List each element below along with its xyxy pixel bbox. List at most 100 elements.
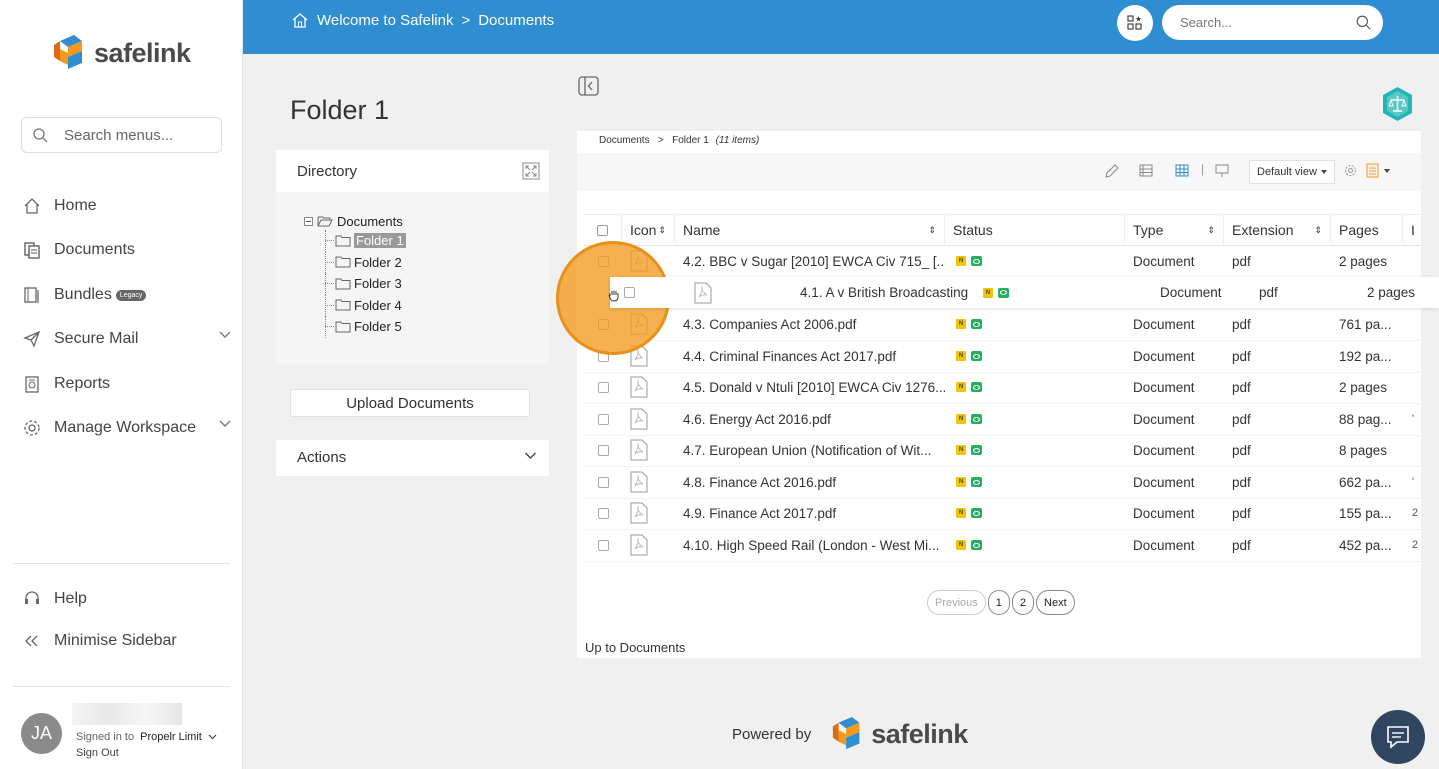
- page-1-button[interactable]: 1: [987, 590, 1010, 615]
- tree-node-folder-4[interactable]: Folder 4: [325, 294, 406, 317]
- home-icon[interactable]: [291, 12, 309, 29]
- tree-node-folder-3[interactable]: Folder 3: [325, 273, 406, 295]
- row-extra: ': [1412, 413, 1415, 426]
- sidebar-item-secure-mail[interactable]: Secure Mail: [22, 327, 232, 351]
- pencil-icon[interactable]: [1104, 164, 1119, 179]
- sidebar-item-bundles[interactable]: Bundles Legacy: [22, 283, 232, 307]
- export-icon[interactable]: [1366, 163, 1392, 179]
- table-row[interactable]: 4.3. Companies Act 2006.pdf N Document pdf 7…: [584, 309, 1421, 341]
- sign-out-link[interactable]: Sign Out: [76, 747, 119, 759]
- row-checkbox[interactable]: [624, 287, 635, 298]
- row-checkbox[interactable]: [598, 444, 609, 456]
- table-row[interactable]: 4.9. Finance Act 2017.pdf N Document pdf 155…: [584, 498, 1421, 530]
- tree-node-documents[interactable]: Documents: [304, 212, 406, 230]
- col-icon[interactable]: Icon ⇕: [622, 215, 675, 245]
- status-badges: N: [956, 256, 982, 267]
- row-name[interactable]: 4.2. BBC v Sugar [2010] EWCA Civ 715_ [.…: [683, 253, 945, 269]
- view-selector[interactable]: Default view: [1249, 160, 1335, 184]
- next-page-button[interactable]: Next: [1036, 590, 1075, 615]
- row-name[interactable]: 4.10. High Speed Rail (London - West Mi.…: [683, 537, 940, 553]
- row-name[interactable]: 4.5. Donald v Ntuli [2010] EWCA Civ 1276…: [683, 379, 945, 395]
- sidebar-item-home[interactable]: Home: [22, 194, 232, 218]
- folder-icon: [335, 299, 351, 311]
- settings-icon[interactable]: [1344, 164, 1357, 177]
- col-pages[interactable]: Pages: [1331, 215, 1403, 245]
- grid-view-icon[interactable]: [1175, 164, 1189, 177]
- sidebar-item-documents[interactable]: Documents: [22, 238, 232, 262]
- row-name[interactable]: 4.4. Criminal Finances Act 2017.pdf: [683, 348, 897, 364]
- tree-node-folder-1[interactable]: Folder 1: [325, 230, 406, 252]
- minimise-sidebar-button[interactable]: Minimise Sidebar: [22, 629, 232, 653]
- col-extra[interactable]: I: [1403, 215, 1421, 245]
- workspace-badge-icon[interactable]: [1381, 86, 1414, 122]
- row-name[interactable]: 4.3. Companies Act 2006.pdf: [683, 316, 857, 332]
- sidebar-divider: [12, 563, 230, 564]
- select-all-checkbox[interactable]: [597, 224, 608, 236]
- table-row[interactable]: 4.5. Donald v Ntuli [2010] EWCA Civ 1276…: [584, 372, 1421, 404]
- presentation-icon[interactable]: [1215, 164, 1229, 178]
- sidebar-item-help[interactable]: Help: [22, 587, 232, 611]
- breadcrumb-home[interactable]: Welcome to Safelink: [317, 12, 454, 29]
- row-extension: pdf: [1232, 474, 1251, 490]
- row-name[interactable]: 4.8. Finance Act 2016.pdf: [683, 474, 837, 490]
- table-row[interactable]: 4.10. High Speed Rail (London - West Mi.…: [584, 530, 1421, 562]
- apps-button[interactable]: [1117, 5, 1153, 41]
- sidebar-item-label: Home: [54, 197, 97, 214]
- col-label: Pages: [1339, 222, 1379, 238]
- row-checkbox[interactable]: [598, 381, 609, 393]
- menu-search-input[interactable]: [64, 126, 214, 144]
- list-crumb-root[interactable]: Documents: [599, 135, 650, 146]
- table-row[interactable]: 4.4. Criminal Finances Act 2017.pdf N Docu…: [584, 341, 1421, 373]
- row-name[interactable]: 4.7. European Union (Notification of Wit…: [683, 442, 932, 458]
- sidebar-item-reports[interactable]: Reports: [22, 372, 232, 396]
- collapse-toggle-icon[interactable]: [304, 216, 313, 226]
- view-selector-label: Default view: [1257, 166, 1317, 178]
- row-checkbox[interactable]: [598, 476, 609, 488]
- up-to-documents-link[interactable]: Up to Documents: [585, 640, 686, 655]
- upload-documents-button[interactable]: Upload Documents: [290, 389, 530, 417]
- list-crumb-separator: >: [657, 135, 664, 146]
- safelink-logo[interactable]: safelink: [52, 33, 191, 73]
- search-icon[interactable]: [1356, 13, 1371, 32]
- list-view-icon[interactable]: [1139, 164, 1153, 177]
- row-checkbox[interactable]: [598, 507, 609, 519]
- avatar[interactable]: JA: [21, 713, 62, 754]
- collapse-panel-icon[interactable]: [578, 76, 599, 96]
- table-row[interactable]: 4.6. Energy Act 2016.pdf N Document pdf 88 p…: [584, 404, 1421, 436]
- dragged-row[interactable]: 4.1. A v British Broadcasting N Document…: [608, 277, 1439, 308]
- chevron-down-icon[interactable]: [218, 419, 232, 429]
- col-type[interactable]: Type ⇕: [1125, 215, 1224, 245]
- tree-node-folder-2[interactable]: Folder 2: [325, 251, 406, 274]
- col-name[interactable]: Name ⇕: [675, 215, 945, 245]
- row-checkbox[interactable]: [598, 539, 609, 551]
- double-chevron-left-icon: [22, 631, 42, 651]
- tree-label: Folder 3: [354, 276, 402, 292]
- actions-dropdown[interactable]: Actions: [276, 440, 549, 476]
- row-name[interactable]: 4.9. Finance Act 2017.pdf: [683, 505, 837, 521]
- dragged-row-type: Document: [1160, 285, 1222, 300]
- document-list-panel: Documents > Folder 1 (11 items) | Defaul…: [577, 131, 1421, 658]
- table-row[interactable]: 4.2. BBC v Sugar [2010] EWCA Civ 715_ [.…: [584, 246, 1421, 278]
- previous-page-button[interactable]: Previous: [927, 590, 986, 615]
- workspace-switcher[interactable]: Signed in to Propelr Limit: [76, 731, 217, 743]
- folder-icon: [335, 256, 351, 268]
- global-search[interactable]: [1162, 5, 1383, 40]
- row-checkbox[interactable]: [598, 413, 609, 425]
- expand-icon[interactable]: [522, 162, 540, 180]
- table-row[interactable]: 4.8. Finance Act 2016.pdf N Document pdf 662…: [584, 467, 1421, 499]
- tree-node-folder-5[interactable]: Folder 5: [325, 316, 406, 338]
- col-status[interactable]: Status: [945, 215, 1125, 245]
- chat-button[interactable]: [1371, 710, 1425, 764]
- menu-search[interactable]: [21, 117, 222, 153]
- sidebar-item-manage-workspace[interactable]: Manage Workspace: [22, 416, 232, 440]
- col-extension[interactable]: Extension ⇕: [1224, 215, 1331, 245]
- row-extension: pdf: [1232, 442, 1251, 458]
- status-badges: N: [956, 382, 982, 393]
- global-search-input[interactable]: [1180, 15, 1356, 30]
- page-2-button[interactable]: 2: [1011, 590, 1035, 615]
- pdf-file-icon: [694, 282, 712, 304]
- chevron-down-icon[interactable]: [218, 330, 232, 340]
- table-row[interactable]: 4.7. European Union (Notification of Wit…: [584, 435, 1421, 467]
- row-name[interactable]: 4.6. Energy Act 2016.pdf: [683, 411, 831, 427]
- dragged-row-pages: 2 pages: [1367, 285, 1416, 300]
